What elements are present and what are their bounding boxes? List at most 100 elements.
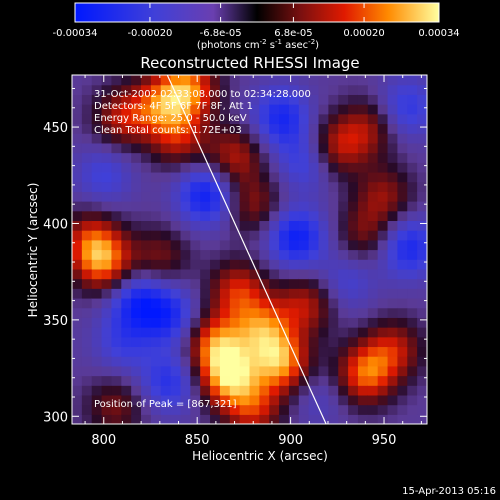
heatmap-cell bbox=[160, 327, 172, 338]
heatmap-cell bbox=[180, 327, 191, 338]
heatmap-cell bbox=[357, 336, 369, 348]
heatmap-cell bbox=[219, 385, 231, 396]
heatmap-cell bbox=[259, 327, 270, 338]
heatmap-cell bbox=[259, 201, 270, 212]
heatmap-cell bbox=[288, 288, 300, 299]
heatmap-cell bbox=[338, 268, 349, 280]
heatmap-cell bbox=[190, 268, 201, 280]
heatmap-cell bbox=[141, 365, 152, 377]
heatmap-cell bbox=[72, 210, 83, 222]
heatmap-cell bbox=[81, 152, 93, 163]
heatmap-cell bbox=[338, 220, 349, 231]
heatmap-cell bbox=[141, 385, 152, 396]
heatmap-cell bbox=[160, 288, 172, 299]
heatmap-cell bbox=[318, 94, 329, 105]
heatmap-cell bbox=[387, 123, 399, 134]
heatmap-cell bbox=[269, 239, 280, 251]
heatmap-cell bbox=[81, 317, 93, 328]
heatmap-cell bbox=[367, 404, 379, 415]
heatmap-cell bbox=[288, 94, 300, 105]
heatmap-cell bbox=[338, 259, 349, 270]
heatmap-cell bbox=[219, 133, 231, 144]
heatmap-cell bbox=[417, 297, 427, 309]
heatmap-cell bbox=[219, 356, 231, 367]
heatmap-cell bbox=[249, 365, 260, 377]
heatmap-cell bbox=[111, 249, 122, 260]
heatmap-cell bbox=[150, 278, 162, 289]
heatmap-cell bbox=[377, 268, 389, 280]
heatmap-cell bbox=[121, 278, 132, 289]
heatmap-cell bbox=[72, 75, 83, 86]
heatmap-cell bbox=[328, 365, 339, 377]
heatmap-cell bbox=[357, 142, 369, 154]
heatmap-cell bbox=[141, 220, 152, 231]
x-tick-label: 800 bbox=[91, 433, 116, 448]
heatmap-cell bbox=[338, 142, 349, 154]
colorbar-tick-label: -6.8e-05 bbox=[200, 28, 242, 39]
heatmap-cell bbox=[318, 317, 329, 328]
heatmap-cell bbox=[288, 278, 300, 289]
heatmap-cell bbox=[170, 171, 182, 183]
heatmap-cell bbox=[387, 201, 399, 212]
heatmap-cell bbox=[387, 230, 399, 241]
heatmap-cell bbox=[239, 385, 251, 396]
heatmap-cell bbox=[279, 375, 290, 386]
heatmap-cell bbox=[180, 268, 191, 280]
heatmap-cell bbox=[298, 152, 310, 163]
heatmap-cell bbox=[81, 259, 93, 270]
heatmap-cell bbox=[72, 142, 83, 154]
heatmap-cell bbox=[318, 104, 329, 115]
heatmap-cell bbox=[72, 94, 83, 105]
heatmap-cell bbox=[259, 297, 270, 309]
heatmap-cell bbox=[377, 133, 389, 144]
heatmap-cell bbox=[141, 288, 152, 299]
heatmap-cell bbox=[279, 94, 290, 105]
heatmap-cell bbox=[91, 327, 103, 338]
heatmap-cell bbox=[239, 230, 251, 241]
heatmap-cell bbox=[180, 104, 191, 115]
heatmap-cell bbox=[210, 104, 221, 115]
heatmap-cell bbox=[407, 239, 418, 251]
heatmap-cell bbox=[219, 84, 231, 95]
heatmap-cell bbox=[210, 346, 221, 357]
x-tick-label: 900 bbox=[278, 433, 303, 448]
heatmap-cell bbox=[308, 404, 320, 415]
y-tick-label: 300 bbox=[43, 410, 68, 425]
heatmap-cell bbox=[328, 201, 339, 212]
heatmap-cell bbox=[318, 152, 329, 163]
heatmap-cell bbox=[417, 336, 427, 348]
heatmap-cell bbox=[141, 162, 152, 173]
heatmap-cell bbox=[200, 297, 211, 309]
heatmap-cell bbox=[328, 123, 339, 134]
heatmap-cell bbox=[239, 346, 251, 357]
heatmap-cell bbox=[239, 113, 251, 125]
heatmap-cell bbox=[101, 414, 113, 424]
heatmap-cell bbox=[249, 230, 260, 241]
heatmap-cell bbox=[239, 162, 251, 173]
heatmap-cell bbox=[101, 385, 113, 396]
heatmap-cell bbox=[367, 259, 379, 270]
heatmap-cell bbox=[111, 75, 122, 86]
heatmap-cell bbox=[170, 356, 182, 367]
heatmap-cell bbox=[111, 162, 122, 173]
heatmap-cell bbox=[407, 375, 418, 386]
heatmap-cell bbox=[101, 181, 113, 192]
heatmap-cell bbox=[338, 404, 349, 415]
heatmap-cell bbox=[160, 84, 172, 95]
chart-title: Reconstructed RHESSI Image bbox=[140, 54, 359, 72]
heatmap-cell bbox=[131, 239, 142, 251]
heatmap-cell bbox=[210, 259, 221, 270]
heatmap-cell bbox=[407, 123, 418, 134]
heatmap-cell bbox=[200, 75, 211, 86]
heatmap-cell bbox=[397, 278, 408, 289]
heatmap-cell bbox=[348, 249, 359, 260]
heatmap-cell bbox=[308, 142, 320, 154]
heatmap-cell bbox=[131, 230, 142, 241]
heatmap-cell bbox=[91, 94, 103, 105]
heatmap-cell bbox=[288, 201, 300, 212]
heatmap-cell bbox=[121, 346, 132, 357]
heatmap-cell bbox=[417, 94, 427, 105]
heatmap-cell bbox=[357, 375, 369, 386]
heatmap-cell bbox=[229, 249, 241, 260]
heatmap-cell bbox=[200, 394, 211, 406]
